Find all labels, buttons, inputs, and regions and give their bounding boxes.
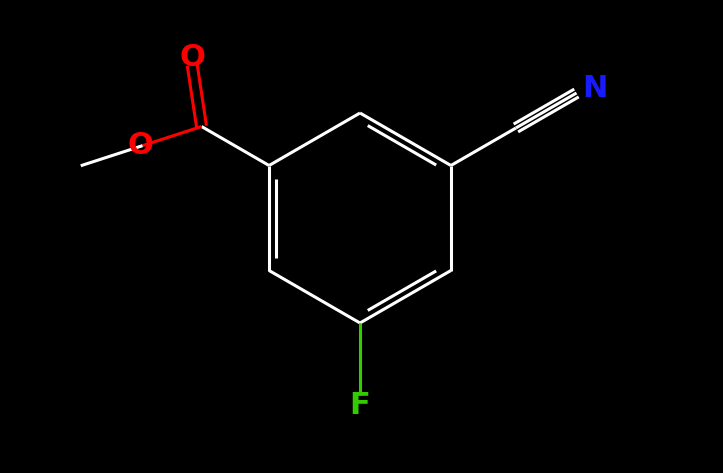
Text: O: O bbox=[179, 43, 205, 72]
Text: N: N bbox=[582, 73, 607, 103]
Text: O: O bbox=[128, 131, 153, 160]
Text: F: F bbox=[350, 391, 370, 420]
